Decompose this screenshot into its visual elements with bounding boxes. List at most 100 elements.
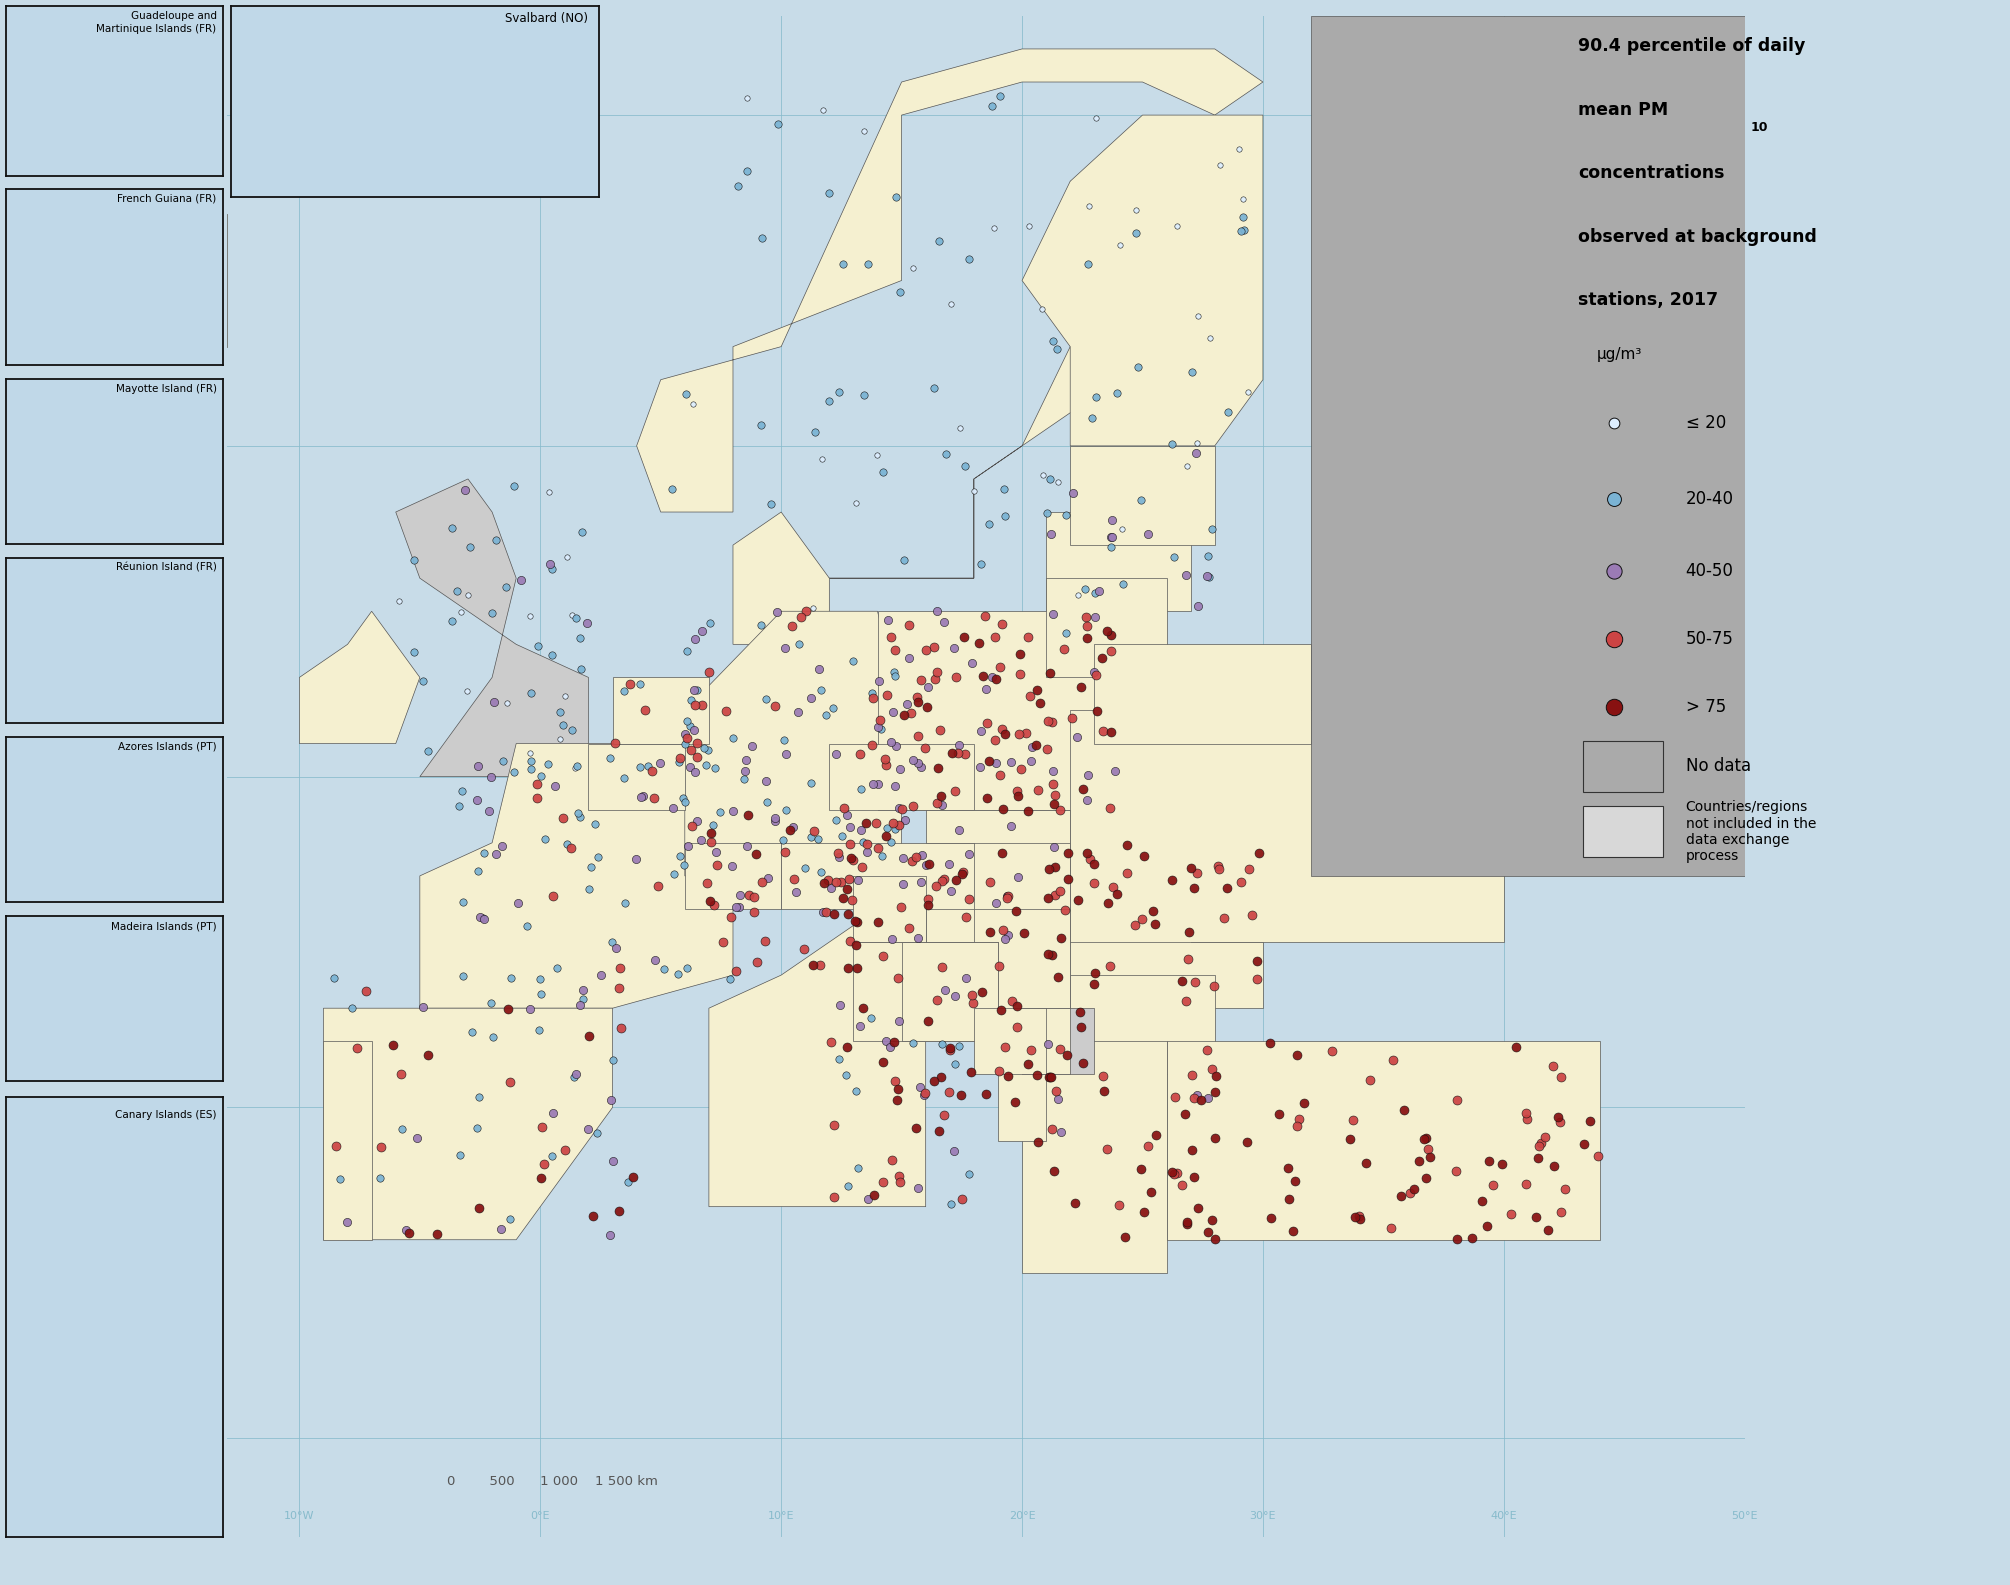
Point — [1005, 756, 1037, 781]
Point — [671, 954, 704, 980]
Point — [888, 547, 921, 572]
Point — [464, 903, 496, 929]
Point — [681, 743, 714, 769]
Point — [842, 1155, 874, 1181]
Point — [778, 867, 810, 892]
Point — [848, 382, 880, 407]
Point — [537, 642, 569, 667]
Point — [1071, 840, 1103, 865]
Point — [850, 831, 882, 856]
Text: Canary Islands (ES): Canary Islands (ES) — [115, 1110, 217, 1121]
Point — [1011, 624, 1043, 650]
Point — [832, 865, 864, 891]
Point — [579, 812, 611, 837]
Point — [718, 726, 750, 751]
Polygon shape — [1311, 16, 1745, 877]
Point — [629, 697, 661, 723]
Point — [567, 518, 599, 544]
Point — [671, 639, 704, 664]
Point — [784, 631, 816, 656]
Point — [870, 823, 902, 848]
Point — [1049, 897, 1081, 922]
Point — [981, 666, 1013, 691]
Point — [750, 929, 782, 954]
Point — [738, 900, 770, 926]
Point — [834, 815, 866, 840]
Point — [1039, 783, 1071, 808]
Point — [1019, 732, 1051, 758]
Point — [1224, 870, 1256, 896]
Point — [1200, 1225, 1232, 1251]
Point — [691, 870, 724, 896]
Point — [543, 699, 575, 724]
Point — [862, 835, 894, 861]
Point — [951, 903, 983, 929]
Point — [400, 1125, 432, 1151]
Point — [1510, 1171, 1542, 1197]
Point — [1067, 777, 1099, 802]
Point — [989, 721, 1021, 747]
Text: 30°N: 30°N — [187, 1433, 215, 1444]
Point — [1132, 1133, 1164, 1159]
Point — [1087, 1078, 1120, 1103]
Point — [923, 228, 955, 254]
Point — [921, 791, 953, 816]
Point — [1393, 1179, 1425, 1205]
Point — [1538, 1154, 1570, 1179]
Point — [623, 754, 655, 780]
Point — [390, 1217, 422, 1243]
Point — [818, 900, 850, 926]
Point — [462, 1084, 494, 1110]
Polygon shape — [324, 1008, 613, 1239]
Point — [1176, 360, 1208, 385]
Point — [1180, 441, 1212, 466]
Point — [498, 474, 531, 499]
Point — [561, 605, 593, 631]
Point — [826, 252, 858, 277]
Point — [643, 751, 675, 777]
Point — [1174, 856, 1206, 881]
Text: 20-40: 20-40 — [1686, 490, 1733, 509]
Polygon shape — [1045, 512, 1190, 612]
Text: > 75: > 75 — [1686, 697, 1727, 716]
Point — [951, 965, 983, 991]
Point — [1079, 106, 1112, 132]
Point — [1473, 1148, 1505, 1173]
Point — [1027, 461, 1059, 487]
Point — [778, 815, 810, 840]
Point — [1166, 1173, 1198, 1198]
Point — [904, 754, 937, 780]
Point — [647, 956, 679, 981]
Polygon shape — [1093, 645, 1311, 743]
Point — [1045, 926, 1077, 951]
Point — [1031, 941, 1063, 967]
Point — [1232, 856, 1264, 881]
Point — [324, 1167, 356, 1192]
Point — [1083, 579, 1116, 604]
Point — [896, 255, 929, 281]
Point — [1053, 840, 1085, 865]
Point — [1003, 864, 1035, 889]
Point — [971, 710, 1003, 735]
Point — [639, 948, 671, 973]
Point — [965, 980, 997, 1005]
Point — [1170, 989, 1202, 1014]
Point — [515, 756, 547, 781]
Point — [846, 854, 878, 880]
Point — [929, 865, 961, 891]
Point — [595, 1087, 627, 1113]
Point — [1198, 1079, 1230, 1105]
Point — [832, 1173, 864, 1198]
Polygon shape — [830, 743, 975, 810]
Point — [565, 656, 597, 682]
Point — [573, 1116, 605, 1141]
Point — [820, 807, 852, 832]
Point — [466, 905, 498, 930]
Point — [623, 672, 655, 697]
Point — [844, 1013, 876, 1038]
Point — [929, 442, 961, 468]
Point — [878, 1029, 911, 1054]
Point — [681, 731, 714, 756]
Point — [539, 773, 571, 799]
Point — [318, 965, 350, 991]
